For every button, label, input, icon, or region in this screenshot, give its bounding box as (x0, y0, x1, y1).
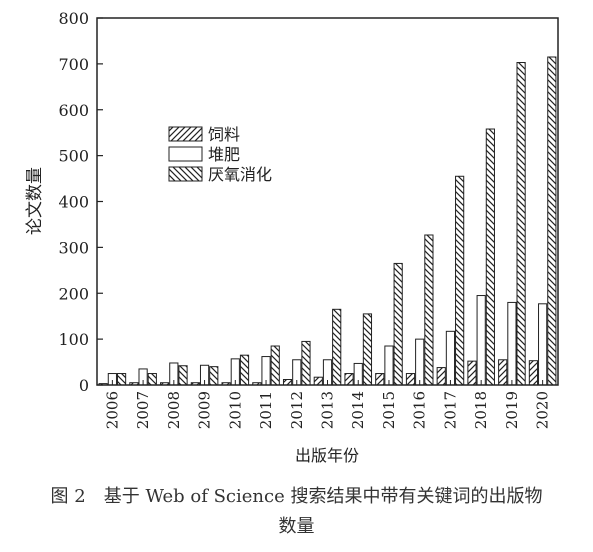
bar-2-2013 (332, 308, 342, 386)
bar-2-2010 (239, 354, 250, 386)
y-axis-ticks: 0 100 200 300 400 500 600 700 800 (58, 9, 103, 395)
y-tick-label: 200 (58, 284, 89, 303)
y-tick-label: 700 (58, 55, 89, 74)
legend-label: 饲料 (208, 125, 240, 144)
bar-1-2016 (415, 338, 425, 386)
y-axis-label: 论文数量 (25, 167, 45, 235)
bar-0-2018 (467, 360, 477, 386)
legend-label: 厌氧消化 (208, 165, 272, 184)
y-tick-label: 800 (58, 9, 89, 28)
bar-2-2012 (301, 340, 311, 386)
bar-2-2017 (455, 175, 465, 386)
bar-1-2020 (538, 303, 548, 386)
figure-number: 图 2 (50, 486, 86, 507)
bar-0-2020 (528, 360, 539, 386)
legend-label: 堆肥 (208, 145, 240, 164)
bar-0-2016 (405, 373, 416, 386)
x-tick-label: 2018 (472, 391, 490, 429)
bar-2-2009 (209, 366, 219, 386)
bar-2-2018 (485, 128, 495, 386)
x-tick-label: 2012 (288, 391, 306, 429)
bar-2-2008 (178, 365, 188, 386)
bar-1-2018 (476, 295, 486, 386)
x-tick-label: 2017 (441, 391, 459, 429)
figure-caption-continued: 数量 (278, 516, 315, 537)
bar-0-2015 (375, 373, 385, 386)
bar-1-2017 (445, 330, 456, 386)
bars (98, 56, 557, 386)
legend-swatch (168, 146, 203, 162)
y-tick-label: 400 (58, 193, 89, 212)
bar-2-2019 (516, 62, 526, 386)
x-tick-label: 2006 (103, 391, 121, 429)
bar-2-2016 (424, 234, 434, 386)
y-tick-label: 100 (58, 330, 89, 349)
x-tick-label: 2011 (257, 391, 275, 429)
x-tick-label: 2020 (534, 391, 552, 429)
bar-2-2007 (147, 373, 157, 386)
x-tick-label: 2014 (349, 391, 367, 429)
y-tick-label: 500 (58, 147, 89, 166)
x-tick-label: 2013 (319, 391, 337, 429)
x-tick-label: 2019 (503, 391, 521, 429)
bar-2-2006 (116, 373, 127, 386)
bar-2-2014 (362, 313, 373, 386)
x-tick-label: 2009 (196, 391, 214, 429)
legend-swatch (168, 166, 203, 182)
x-axis-ticks: 2006 2007 2008 2009 2010 2011 2012 2013 2014 2015… (103, 380, 552, 429)
bar-0-2017 (436, 367, 446, 386)
bar-2-2015 (393, 262, 403, 386)
x-tick-label: 2010 (226, 391, 244, 429)
bar-1-2019 (507, 301, 517, 386)
legend-swatch (168, 126, 203, 142)
x-axis-label: 出版年份 (295, 446, 359, 465)
bar-0-2013 (313, 376, 323, 386)
y-tick-label: 300 (58, 238, 89, 257)
bar-0-2012 (282, 379, 293, 386)
bar-0-2019 (498, 359, 508, 386)
bar-2-2011 (270, 345, 280, 386)
x-tick-label: 2008 (165, 391, 183, 429)
x-tick-label: 2016 (411, 391, 429, 429)
y-tick-label: 600 (58, 101, 89, 120)
caption-text: 基于 Web of Science 搜索结果中带有关键词的出版物 (103, 486, 543, 507)
plot-frame (96, 17, 559, 386)
bar-1-2015 (384, 345, 394, 386)
y-tick-label: 0 (79, 376, 89, 395)
bar-2-2020 (547, 56, 557, 386)
bar-0-2014 (344, 373, 354, 386)
figure-caption: 图 2 基于 Web of Science 搜索结果中带有关键词的出版物 (0, 484, 593, 510)
x-tick-label: 2015 (380, 391, 398, 429)
x-tick-label: 2007 (134, 391, 152, 429)
